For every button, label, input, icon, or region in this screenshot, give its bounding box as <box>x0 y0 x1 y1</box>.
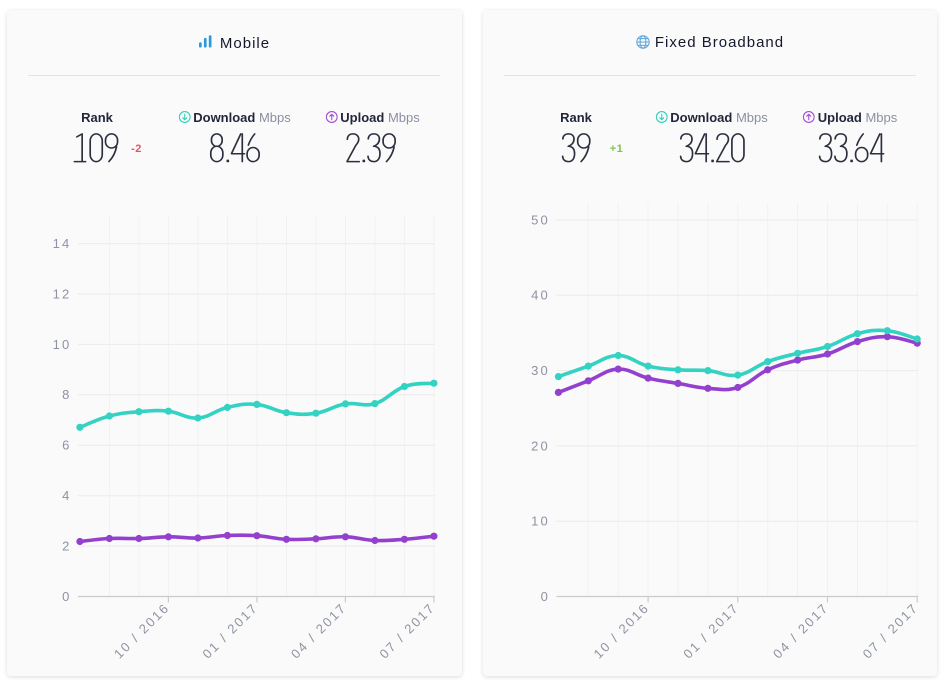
svg-text:10: 10 <box>531 514 550 529</box>
svg-text:01 / 2017: 01 / 2017 <box>680 600 742 662</box>
svg-text:0: 0 <box>62 589 71 604</box>
svg-text:30: 30 <box>531 363 550 378</box>
svg-text:14: 14 <box>53 236 72 251</box>
svg-text:40: 40 <box>531 288 550 303</box>
svg-text:04 / 2017: 04 / 2017 <box>288 600 350 662</box>
svg-text:4: 4 <box>62 488 71 503</box>
svg-text:07 / 2017: 07 / 2017 <box>860 600 922 662</box>
svg-text:8: 8 <box>62 387 71 402</box>
svg-text:04 / 2017: 04 / 2017 <box>770 600 832 662</box>
svg-text:6: 6 <box>62 438 71 453</box>
svg-text:12: 12 <box>53 286 72 301</box>
svg-text:07 / 2017: 07 / 2017 <box>376 600 438 662</box>
svg-text:2: 2 <box>62 539 71 554</box>
svg-text:10 / 2016: 10 / 2016 <box>111 600 173 662</box>
svg-text:01 / 2017: 01 / 2017 <box>199 600 261 662</box>
svg-text:10 / 2016: 10 / 2016 <box>591 600 653 662</box>
svg-text:20: 20 <box>531 438 550 453</box>
svg-text:50: 50 <box>531 212 550 227</box>
svg-text:0: 0 <box>541 589 550 604</box>
svg-text:10: 10 <box>53 337 72 352</box>
